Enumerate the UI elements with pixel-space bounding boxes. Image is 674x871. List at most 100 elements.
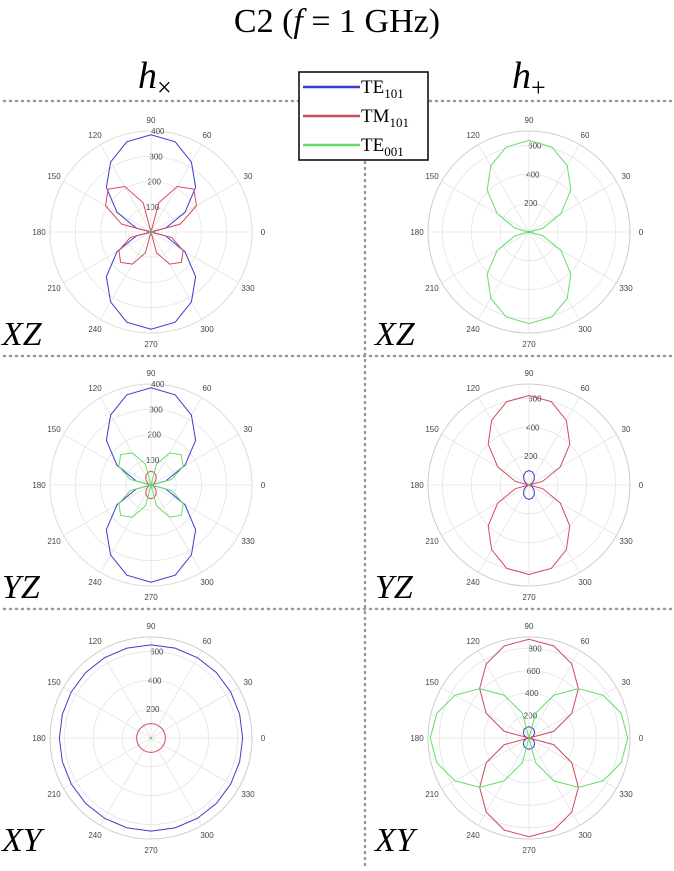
r-tick-label: 400 <box>151 127 165 136</box>
r-tick-label: 400 <box>526 170 540 179</box>
theta-tick-label: 120 <box>466 384 480 393</box>
grid-spoke <box>478 231 530 320</box>
grid-spoke <box>478 484 530 573</box>
theta-tick-label: 330 <box>619 790 633 799</box>
theta-tick-label: 30 <box>622 425 631 434</box>
theta-tick-label: 60 <box>581 384 590 393</box>
theta-tick-label: 90 <box>525 369 534 378</box>
legend-label: TE101 <box>361 77 404 101</box>
grid-spoke <box>63 231 152 283</box>
theta-tick-label: 120 <box>466 637 480 646</box>
theta-tick-label: 30 <box>244 425 253 434</box>
theta-tick-label: 330 <box>241 790 255 799</box>
theta-tick-label: 300 <box>578 831 592 840</box>
theta-tick-label: 210 <box>47 537 61 546</box>
r-tick-label: 400 <box>148 676 162 685</box>
theta-tick-label: 90 <box>147 116 156 125</box>
grid-spoke <box>150 181 239 233</box>
plane-label: XZ <box>0 316 43 353</box>
theta-tick-label: 60 <box>581 131 590 140</box>
r-tick-label: 200 <box>148 431 162 440</box>
plots: 1002003004000306090120150180210240270300… <box>0 116 644 859</box>
theta-tick-label: 240 <box>88 831 102 840</box>
legend-name: TE <box>361 77 384 98</box>
theta-tick-label: 330 <box>619 537 633 546</box>
pattern-curve <box>104 185 198 265</box>
figure-title: C2 (f = 1 GHz) <box>234 3 440 40</box>
theta-tick-label: 210 <box>425 790 439 799</box>
r-tick-label: 100 <box>146 203 160 212</box>
grid-spoke <box>441 737 530 789</box>
grid-spoke <box>63 484 152 536</box>
grid-spoke <box>100 650 152 739</box>
grid-spoke <box>100 397 152 486</box>
grid-spoke <box>100 231 152 320</box>
theta-tick-label: 180 <box>32 481 46 490</box>
grid-spoke <box>150 737 239 789</box>
grid-spoke <box>150 144 202 233</box>
theta-tick-label: 180 <box>410 228 424 237</box>
pattern-curve <box>118 452 184 518</box>
theta-tick-label: 180 <box>410 734 424 743</box>
grid-spoke <box>63 687 152 739</box>
theta-tick-label: 300 <box>200 578 214 587</box>
theta-tick-label: 240 <box>88 325 102 334</box>
legend-sub: 101 <box>390 115 410 130</box>
plane-label: YZ <box>375 569 414 606</box>
theta-tick-label: 180 <box>410 481 424 490</box>
theta-tick-label: 60 <box>581 637 590 646</box>
grid-spoke <box>63 181 152 233</box>
plane-label: XY <box>373 822 418 859</box>
theta-tick-label: 120 <box>466 131 480 140</box>
r-tick-label: 300 <box>149 152 163 161</box>
theta-tick-label: 330 <box>619 284 633 293</box>
grid-spoke <box>528 434 617 486</box>
theta-tick-label: 0 <box>639 481 644 490</box>
theta-tick-label: 90 <box>147 369 156 378</box>
theta-tick-label: 0 <box>261 228 266 237</box>
theta-tick-label: 210 <box>47 790 61 799</box>
grid-spoke <box>100 144 152 233</box>
legend-label: TM101 <box>361 106 409 130</box>
theta-tick-label: 210 <box>47 284 61 293</box>
legend-name: TM <box>361 106 390 127</box>
column-header: h+ <box>512 55 546 102</box>
r-tick-label: 400 <box>151 380 165 389</box>
theta-tick-label: 270 <box>144 340 158 349</box>
grid-spoke <box>528 737 617 789</box>
grid-spoke <box>528 484 617 536</box>
grid-spoke <box>478 144 530 233</box>
r-tick-label: 600 <box>528 142 542 151</box>
grid-spoke <box>441 484 530 536</box>
grid-spoke <box>528 687 617 739</box>
theta-tick-label: 30 <box>622 678 631 687</box>
theta-tick-label: 150 <box>47 678 61 687</box>
grid-spoke <box>150 231 239 283</box>
grid-spoke <box>528 231 617 283</box>
theta-tick-label: 60 <box>203 637 212 646</box>
pattern-curve <box>528 484 530 486</box>
grid-spoke <box>63 737 152 789</box>
theta-tick-label: 330 <box>241 284 255 293</box>
grid-spoke <box>478 650 530 739</box>
polar-plot: 200 400 600 0 30 60 90 120 150 180 210 240 270 300 330… <box>373 116 644 353</box>
theta-tick-label: 0 <box>639 734 644 743</box>
theta-tick-label: 90 <box>525 622 534 631</box>
theta-tick-label: 60 <box>203 131 212 140</box>
pattern-curve <box>429 688 629 788</box>
grid-spoke <box>441 181 530 233</box>
grid-spoke <box>528 181 617 233</box>
r-tick-label: 400 <box>525 689 539 698</box>
theta-tick-label: 30 <box>622 172 631 181</box>
theta-tick-label: 300 <box>578 325 592 334</box>
polar-plot: 200 400 600 0 30 60 90 120 150 180 210 240 270 300 330… <box>0 622 266 859</box>
theta-tick-label: 180 <box>32 228 46 237</box>
theta-tick-label: 210 <box>425 284 439 293</box>
grid-spoke <box>478 397 530 486</box>
r-tick-label: 600 <box>150 648 164 657</box>
theta-tick-label: 120 <box>88 637 102 646</box>
grid-spoke <box>478 737 530 826</box>
legend-sub: 101 <box>384 86 404 101</box>
